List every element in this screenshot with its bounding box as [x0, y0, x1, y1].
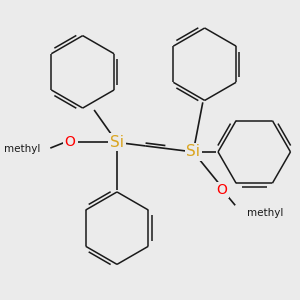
Text: Si: Si	[186, 144, 200, 159]
Text: methyl: methyl	[247, 208, 283, 218]
Text: Si: Si	[110, 135, 124, 150]
Text: O: O	[216, 183, 227, 197]
Text: methyl: methyl	[4, 144, 41, 154]
Text: O: O	[64, 135, 75, 149]
